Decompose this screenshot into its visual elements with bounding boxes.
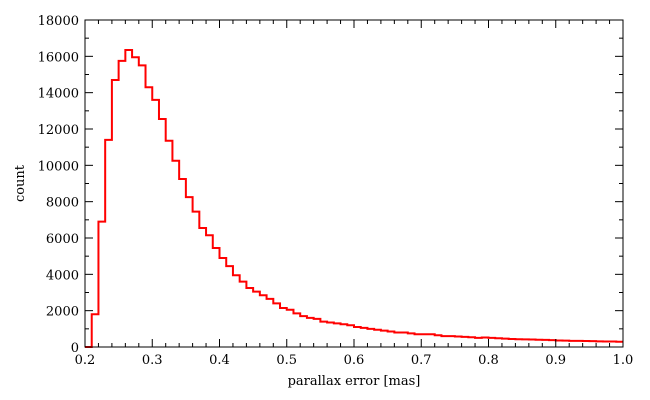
y-tick-label: 12000 xyxy=(38,123,79,138)
x-tick-label: 0.8 xyxy=(478,353,499,368)
y-tick-label: 18000 xyxy=(38,14,79,29)
ticks-layer: 0.2 0.3 0.4 0.5 0.6 0.7 0.8 0.9 1.0 0 2000 4000 6000… xyxy=(38,14,634,368)
y-tick-label: 2000 xyxy=(46,305,79,320)
y-axis-label: count xyxy=(13,164,28,202)
x-tick-label: 0.9 xyxy=(545,353,566,368)
y-tick-label: 8000 xyxy=(46,196,79,211)
series-line-0 xyxy=(85,48,623,348)
x-tick-label: 0.2 xyxy=(75,353,96,368)
x-tick-label: 1.0 xyxy=(613,353,634,368)
x-tick-label: 0.4 xyxy=(209,353,230,368)
y-tick-label: 6000 xyxy=(46,232,79,247)
series-layer xyxy=(85,48,623,348)
x-tick-label: 0.6 xyxy=(344,353,365,368)
x-tick-label: 0.5 xyxy=(276,353,297,368)
y-tick-label: 16000 xyxy=(38,50,79,65)
x-tick-label: 0.7 xyxy=(411,353,432,368)
x-axis-label: parallax error [mas] xyxy=(288,374,421,389)
y-tick-label: 14000 xyxy=(38,87,79,102)
y-tick-label: 10000 xyxy=(38,159,79,174)
y-tick-label: 4000 xyxy=(46,268,79,283)
plot-frame xyxy=(84,19,624,348)
y-tick-label: 0 xyxy=(71,341,79,356)
x-tick-label: 0.3 xyxy=(142,353,163,368)
